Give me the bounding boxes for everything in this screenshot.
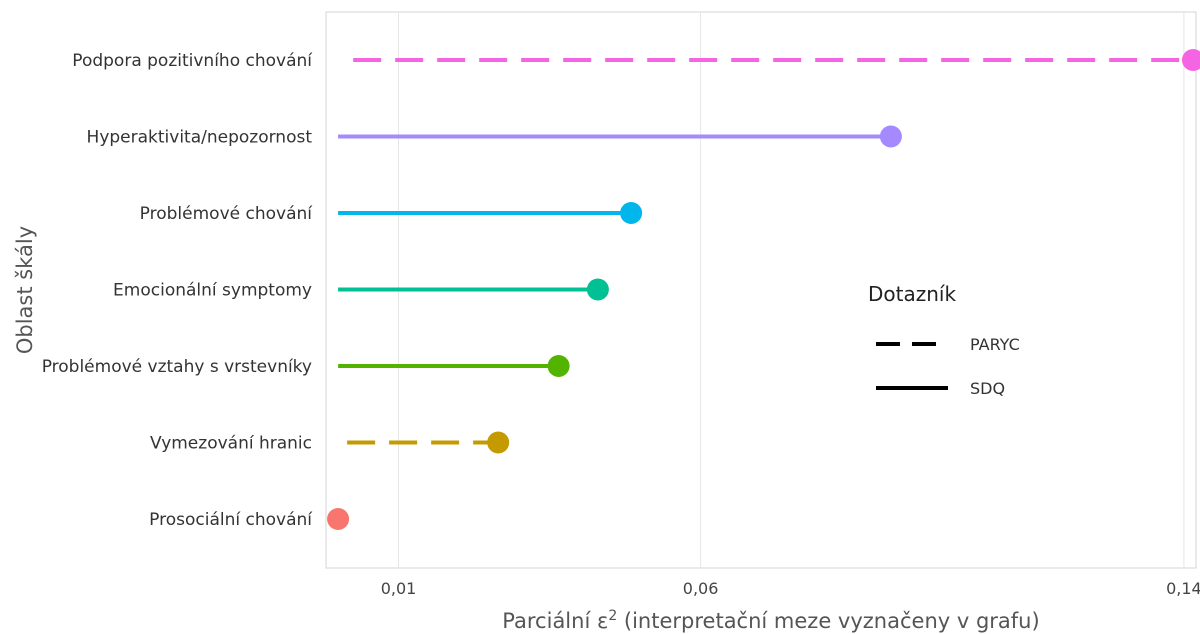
lollipop-point: [487, 431, 510, 454]
lollipop-point: [547, 355, 570, 377]
category-label: Prosociální chování: [149, 510, 313, 530]
x-tick-labels: 0,01 0,06 0,14: [381, 579, 1200, 598]
x-tick-label: 0,06: [683, 579, 719, 598]
category-label: Podpora pozitivního chování: [72, 51, 313, 71]
category-label: Hyperaktivita/nepozornost: [87, 128, 313, 148]
lollipop-point: [327, 508, 350, 530]
y-axis-title: Oblast škály: [13, 226, 37, 354]
legend-label-sdq: SDQ: [970, 379, 1005, 398]
x-tick-label: 0,01: [381, 579, 417, 598]
lollipop-marks: [327, 49, 1200, 530]
category-label: Problémové vztahy s vrstevníky: [42, 357, 312, 377]
legend-title: Dotazník: [868, 282, 956, 306]
lollipop-point: [879, 125, 902, 148]
category-label: Vymezování hranic: [150, 434, 312, 454]
x-tick-label: 0,14: [1166, 579, 1200, 598]
legend: Dotazník PARYC SDQ: [868, 282, 1020, 398]
lollipop-point: [620, 202, 643, 224]
lollipop-point: [586, 278, 609, 301]
x-axis-title: Parciální ε2 (interpretační meze vyznače…: [502, 608, 1039, 633]
category-label: Emocionální symptomy: [113, 281, 312, 301]
lollipop-point: [1181, 49, 1200, 71]
category-labels: Podpora pozitivního chování Hyperaktivita…: [42, 51, 314, 530]
legend-label-paryc: PARYC: [970, 335, 1020, 354]
category-label: Problémové chování: [140, 204, 314, 224]
